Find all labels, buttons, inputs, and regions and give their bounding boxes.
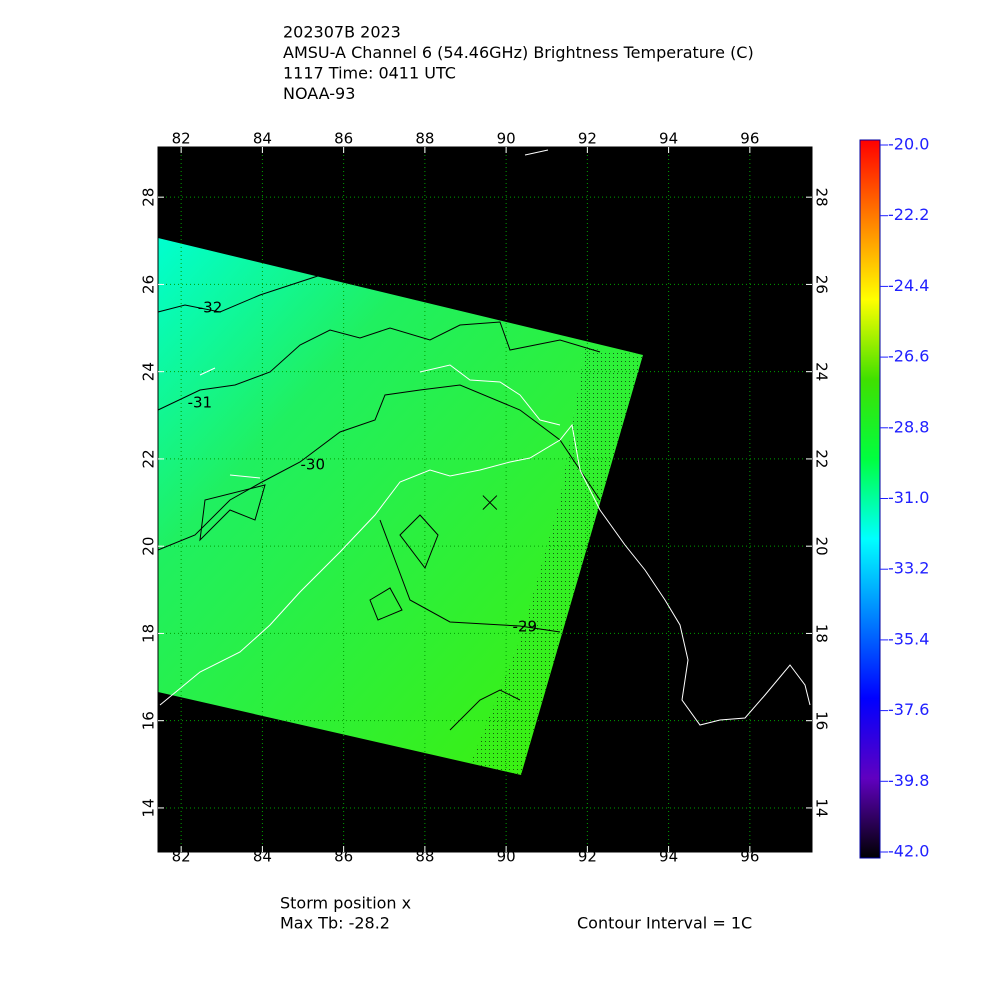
storm-position	[482, 495, 498, 510]
y-tick-label: 24	[813, 362, 831, 381]
x-tick-label: 86	[334, 130, 353, 148]
title-line: 1117 Time: 0411 UTC	[283, 64, 456, 83]
contour-label: -32	[198, 298, 223, 316]
y-tick-label: 22	[813, 449, 831, 468]
y-tick-label: 14	[140, 798, 158, 817]
contours	[157, 271, 601, 731]
y-tick-label: 20	[140, 537, 158, 556]
title-line: NOAA-93	[283, 84, 355, 103]
title-line: 202307B 2023	[283, 23, 401, 42]
colorbar-label: -20.0	[888, 135, 929, 154]
contour-label: -30	[301, 456, 326, 474]
colorbar-label: -22.2	[888, 205, 929, 224]
y-tick-label: 24	[140, 362, 158, 381]
colorbar-label: -33.2	[888, 559, 929, 578]
hatch	[470, 348, 643, 775]
x-tick-label: 92	[578, 130, 597, 148]
contour-interval: Contour Interval = 1C	[577, 914, 752, 933]
x-tick-label: 96	[740, 130, 759, 148]
contour-label: -31	[188, 394, 213, 412]
y-tick-label: 28	[813, 188, 831, 207]
y-tick-label: 28	[140, 188, 158, 207]
x-tick-label: 82	[172, 130, 191, 148]
x-tick-label: 88	[415, 848, 434, 866]
y-tick-label: 14	[813, 798, 831, 817]
x-tick-label: 88	[415, 130, 434, 148]
max-tb: Max Tb: -28.2	[280, 914, 390, 933]
x-tick-label: 92	[578, 848, 597, 866]
storm-position: Storm position x	[280, 894, 411, 913]
x-tick-label: 90	[497, 130, 516, 148]
y-tick-label: 20	[813, 537, 831, 556]
y-tick-label: 16	[140, 711, 158, 730]
x-tick-label: 90	[497, 848, 516, 866]
title-line: AMSU-A Channel 6 (54.46GHz) Brightness T…	[283, 43, 754, 62]
colorbar-label: -37.6	[888, 700, 929, 719]
y-tick-label: 22	[140, 449, 158, 468]
y-tick-label: 18	[140, 624, 158, 643]
colorbar-label: -26.6	[888, 347, 929, 366]
colorbar-label: -31.0	[888, 488, 929, 507]
x-tick-label: 84	[253, 130, 272, 148]
x-tick-label: 86	[334, 848, 353, 866]
contour-label: -29	[513, 617, 538, 635]
x-tick-label: 96	[740, 848, 759, 866]
coastline	[159, 149, 811, 726]
colorbar-label: -42.0	[888, 842, 929, 861]
x-tick-label: 84	[253, 848, 272, 866]
x-tick-label: 82	[172, 848, 191, 866]
colorbar-label: -24.4	[888, 276, 929, 295]
colorbar-label: -28.8	[888, 417, 929, 436]
colorbar-label: -35.4	[888, 629, 929, 648]
y-tick-label: 26	[140, 275, 158, 294]
y-tick-label: 16	[813, 711, 831, 730]
y-tick-label: 18	[813, 624, 831, 643]
y-tick-label: 26	[813, 275, 831, 294]
frame	[157, 146, 813, 853]
x-tick-label: 94	[659, 848, 678, 866]
colorbar	[859, 139, 881, 859]
x-tick-label: 94	[659, 130, 678, 148]
colorbar-label: -39.8	[888, 771, 929, 790]
